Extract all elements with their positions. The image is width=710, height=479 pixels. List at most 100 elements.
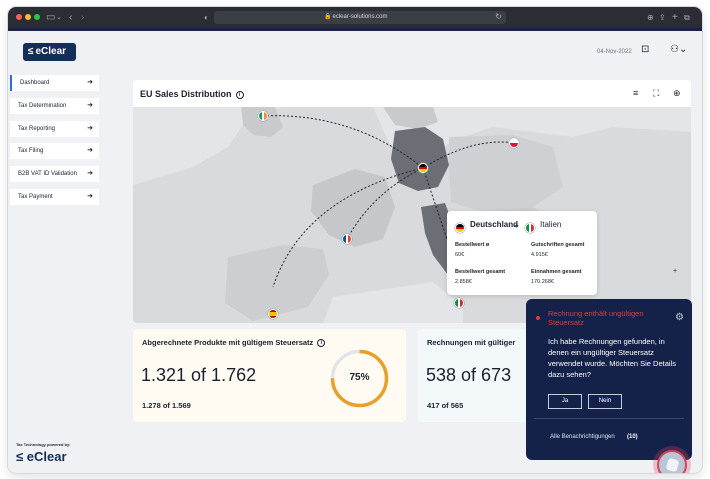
sidebar-item-b2b-vat-id-validation[interactable]: B2B VAT ID Validation ➜ <box>10 166 99 182</box>
notification-title: Rechnung enthält ungültigen Steuersatz <box>548 309 644 327</box>
flag-ireland-icon[interactable] <box>258 111 268 121</box>
presentation-icon[interactable]: ⊡ <box>641 44 650 55</box>
map-title-text: EU Sales Distribution <box>140 89 232 99</box>
user-menu-icon[interactable]: ⚇⌄ <box>670 44 688 55</box>
flag-france-icon[interactable] <box>342 234 352 244</box>
kpi-secondary-value: 1.278 of 1.569 <box>142 401 191 410</box>
alert-dot <box>536 316 540 320</box>
back-icon[interactable]: ‹ <box>69 12 73 23</box>
sidebar-item-label: Tax Determination <box>18 103 67 109</box>
new-tab-icon[interactable]: + <box>672 12 678 23</box>
share-icon[interactable]: ⇪ <box>659 13 666 22</box>
chevron-down-icon[interactable]: ⌄ <box>56 14 62 21</box>
sidebar-item-tax-payment[interactable]: Tax Payment ➜ <box>10 189 99 205</box>
sidebar-item-label: Tax Payment <box>18 194 53 200</box>
flag-germany-icon <box>455 223 465 233</box>
svg-text:+: + <box>673 268 677 275</box>
kpi-main-value: 1.321 of 1.762 <box>141 365 257 385</box>
tooltip-value: 2.858€ <box>455 279 472 285</box>
tooltip-label: Gutschriften gesamt <box>531 242 585 248</box>
sidebar-item-dashboard[interactable]: Dashboard ➜ <box>10 75 99 91</box>
footer-logo-text: eClear <box>26 449 67 464</box>
kpi-title-text: Abgerechnete Produkte mit gültigem Steue… <box>142 338 314 347</box>
header-logo[interactable]: ≤ eClear <box>23 43 76 61</box>
arrow-right-icon: ➜ <box>87 193 93 200</box>
assistant-avatar-button[interactable] <box>653 446 691 473</box>
route-tooltip: Deutschland ➔ Italien Bestellwert ø 60€ … <box>447 211 597 295</box>
yes-button[interactable]: Ja <box>548 394 582 409</box>
sidebar-item-label: B2B VAT ID Validation <box>18 171 77 177</box>
tooltip-from-country: Deutschland <box>470 220 519 229</box>
kpi-card-valid-products: Abgerechnete Produkte mit gültigem Steue… <box>133 329 406 422</box>
sidebar-item-label: Tax Filing <box>18 148 44 154</box>
maximize-window-button[interactable] <box>34 14 40 20</box>
kpi-title: Rechnungen mit gültiger <box>427 338 516 347</box>
kpi-main-value: 538 of 673 <box>426 365 512 385</box>
flag-germany-icon[interactable] <box>418 163 428 173</box>
sidebar-item-tax-filing[interactable]: Tax Filing ➜ <box>10 143 99 159</box>
powered-by-label: Tax Technology powered by: <box>16 442 71 447</box>
header-date: 04-Nov-2022 <box>597 49 632 55</box>
browser-window: ▭ ⌄ ‹ › ◐ 🔒 eclear-solutions.com ↻ ⊕ ⇪ +… <box>8 7 702 473</box>
notification-body: Ich habe Rechnungen gefunden, in denen e… <box>548 337 676 379</box>
privacy-shield-icon[interactable]: ◐ <box>204 13 209 22</box>
filter-icon[interactable]: ≡ <box>633 88 639 98</box>
forward-icon[interactable]: › <box>81 12 85 23</box>
tooltip-label: Bestellwert gesamt <box>455 269 506 275</box>
logo-text: eClear <box>35 46 67 57</box>
tooltip-value: 4.915€ <box>531 252 548 258</box>
sidebar-item-tax-reporting[interactable]: Tax Reporting ➜ <box>10 121 99 137</box>
reload-icon[interactable]: ↻ <box>495 12 502 21</box>
tooltip-value: 170.268€ <box>531 279 554 285</box>
notification-count: (10) <box>627 434 638 440</box>
sidebar-toggle-icon[interactable]: ▭ <box>46 12 56 23</box>
arrow-right-icon: ➜ <box>87 125 93 132</box>
no-button[interactable]: Nein <box>588 394 622 409</box>
minimize-window-button[interactable] <box>25 14 31 20</box>
flag-italy-icon[interactable] <box>454 298 464 308</box>
flag-poland-icon[interactable] <box>509 138 519 148</box>
europe-map[interactable]: + Deutschland ➔ Italien Bestellwert ø <box>133 107 691 323</box>
app-content: ≤ eClear 04-Nov-2022 ⊡ ⚇⌄ Dashboard ➜ Tax … <box>8 31 702 473</box>
assistant-avatar-icon <box>657 450 687 473</box>
arrow-right-icon: ➔ <box>513 223 519 230</box>
tooltip-label: Bestellwert ø <box>455 242 490 248</box>
kpi-secondary-value: 417 of 565 <box>427 401 464 410</box>
address-bar[interactable]: 🔒 eclear-solutions.com ↻ <box>214 11 506 24</box>
arrow-right-icon: ➜ <box>87 147 93 154</box>
flag-spain-icon[interactable] <box>268 309 278 319</box>
kpi-card-valid-invoices: Rechnungen mit gültiger 538 of 673 417 o… <box>418 329 538 422</box>
url-text: eclear-solutions.com <box>332 14 388 20</box>
tooltip-value: 60€ <box>455 252 465 258</box>
info-icon[interactable]: i <box>317 339 326 347</box>
tab-overview-icon[interactable]: ⧉ <box>684 13 690 22</box>
gear-icon[interactable]: ⚙ <box>675 312 684 323</box>
download-icon[interactable]: ⊕ <box>647 13 654 22</box>
info-icon[interactable]: i <box>235 91 244 99</box>
footer-logo: ≤ eClear <box>16 449 67 464</box>
map-title: EU Sales Distribution i <box>140 89 244 99</box>
arrow-right-icon: ➜ <box>87 102 93 109</box>
download-circle-icon[interactable]: ⊕ <box>673 88 681 98</box>
browser-toolbar: ▭ ⌄ ‹ › ◐ 🔒 eclear-solutions.com ↻ ⊕ ⇪ +… <box>8 7 702 28</box>
arrow-right-icon: ➜ <box>87 170 93 177</box>
divider <box>534 418 684 419</box>
map-card: EU Sales Distribution i ≡ ⛶ ⊕ <box>133 80 691 323</box>
all-notifications-link[interactable]: Alle Benachrichtigungen <box>550 434 615 440</box>
tooltip-to-country: Italien <box>540 220 562 229</box>
kpi-donut-chart <box>330 349 389 408</box>
sidebar-item-tax-determination[interactable]: Tax Determination ➜ <box>10 98 99 114</box>
sidebar-item-label: Dashboard <box>20 80 50 86</box>
lock-icon: 🔒 <box>324 14 332 20</box>
header-strip <box>8 28 702 31</box>
tooltip-label: Einnahmen gesamt <box>531 269 582 275</box>
flag-italy-icon <box>525 223 535 233</box>
fullscreen-icon[interactable]: ⛶ <box>653 88 660 98</box>
kpi-percent-label: 75% <box>349 372 370 383</box>
notification-panel: Rechnung enthält ungültigen Steuersatz ⚙… <box>526 299 692 460</box>
kpi-title: Abgerechnete Produkte mit gültigem Steue… <box>142 338 326 347</box>
sidebar-item-label: Tax Reporting <box>18 126 56 132</box>
eclear-mark-icon: ≤ <box>16 449 24 464</box>
map-svg: + <box>133 107 691 323</box>
close-window-button[interactable] <box>16 14 22 20</box>
